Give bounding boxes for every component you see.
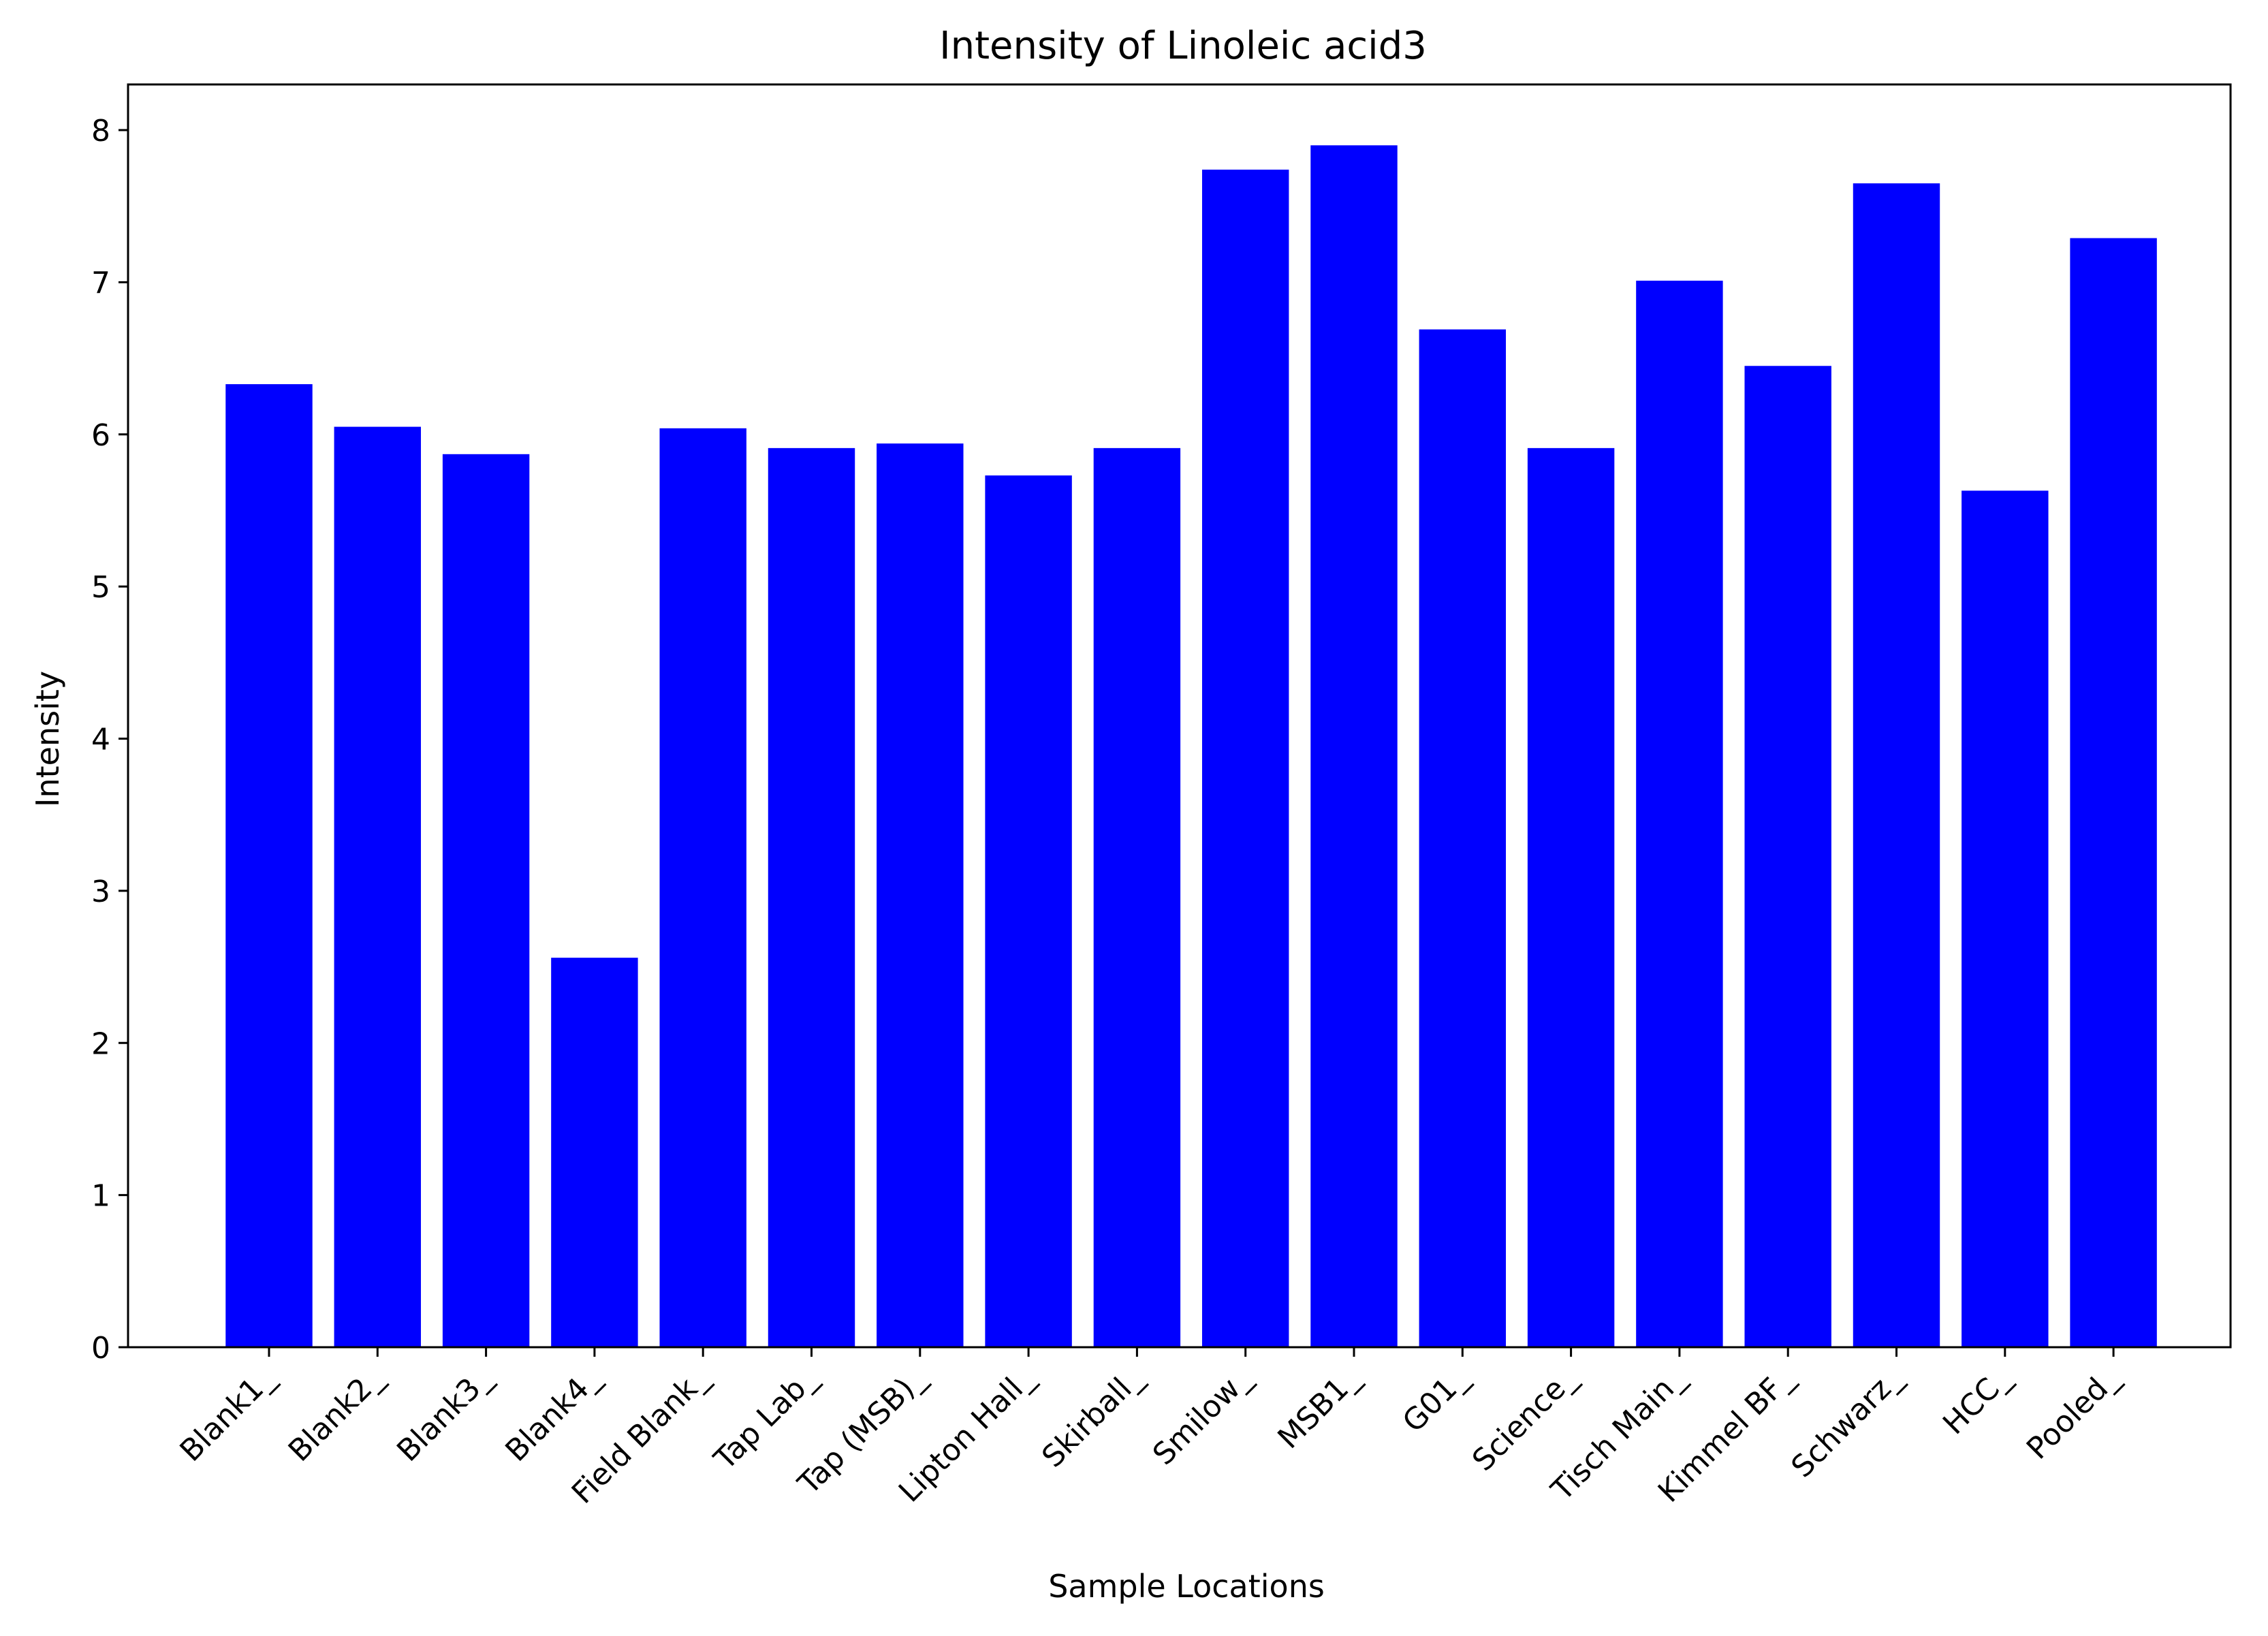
y-tick-label: 6 xyxy=(91,418,110,453)
y-axis-ticks: 0 1 2 3 4 5 6 7 8 xyxy=(91,114,128,1366)
y-tick-label: 3 xyxy=(91,875,110,909)
bar-5 xyxy=(768,447,855,1347)
bars-layer xyxy=(225,145,2157,1348)
bar-17 xyxy=(2070,238,2157,1348)
y-tick-label: 0 xyxy=(91,1331,110,1366)
plot-area-frame xyxy=(127,83,2232,1349)
bar-14 xyxy=(1744,366,1831,1347)
bar-3 xyxy=(551,958,638,1347)
y-tick-label: 1 xyxy=(91,1179,110,1214)
bar-1 xyxy=(334,426,422,1347)
chart-title: Intensity of Linoleic acid3 xyxy=(939,24,1427,68)
x-axis-label: Sample Locations xyxy=(1048,1568,1325,1605)
bar-6 xyxy=(877,443,964,1348)
bar-0 xyxy=(225,384,313,1347)
bar-8 xyxy=(1093,447,1181,1347)
bar-15 xyxy=(1853,183,1940,1348)
bar-13 xyxy=(1636,281,1723,1347)
y-tick-label: 7 xyxy=(91,266,110,300)
y-tick-label: 5 xyxy=(91,570,110,605)
bar-16 xyxy=(1962,490,2049,1347)
bar-12 xyxy=(1527,447,1615,1347)
bar-2 xyxy=(442,454,530,1347)
y-tick-label: 4 xyxy=(91,723,110,757)
bar-4 xyxy=(659,428,746,1347)
y-axis-label: Intensity xyxy=(29,671,66,807)
bar-11 xyxy=(1419,329,1507,1347)
y-tick-label: 2 xyxy=(91,1026,110,1061)
bar-7 xyxy=(985,475,1072,1348)
bar-10 xyxy=(1310,145,1398,1348)
bar-9 xyxy=(1201,170,1289,1348)
y-tick-label: 8 xyxy=(91,114,110,148)
